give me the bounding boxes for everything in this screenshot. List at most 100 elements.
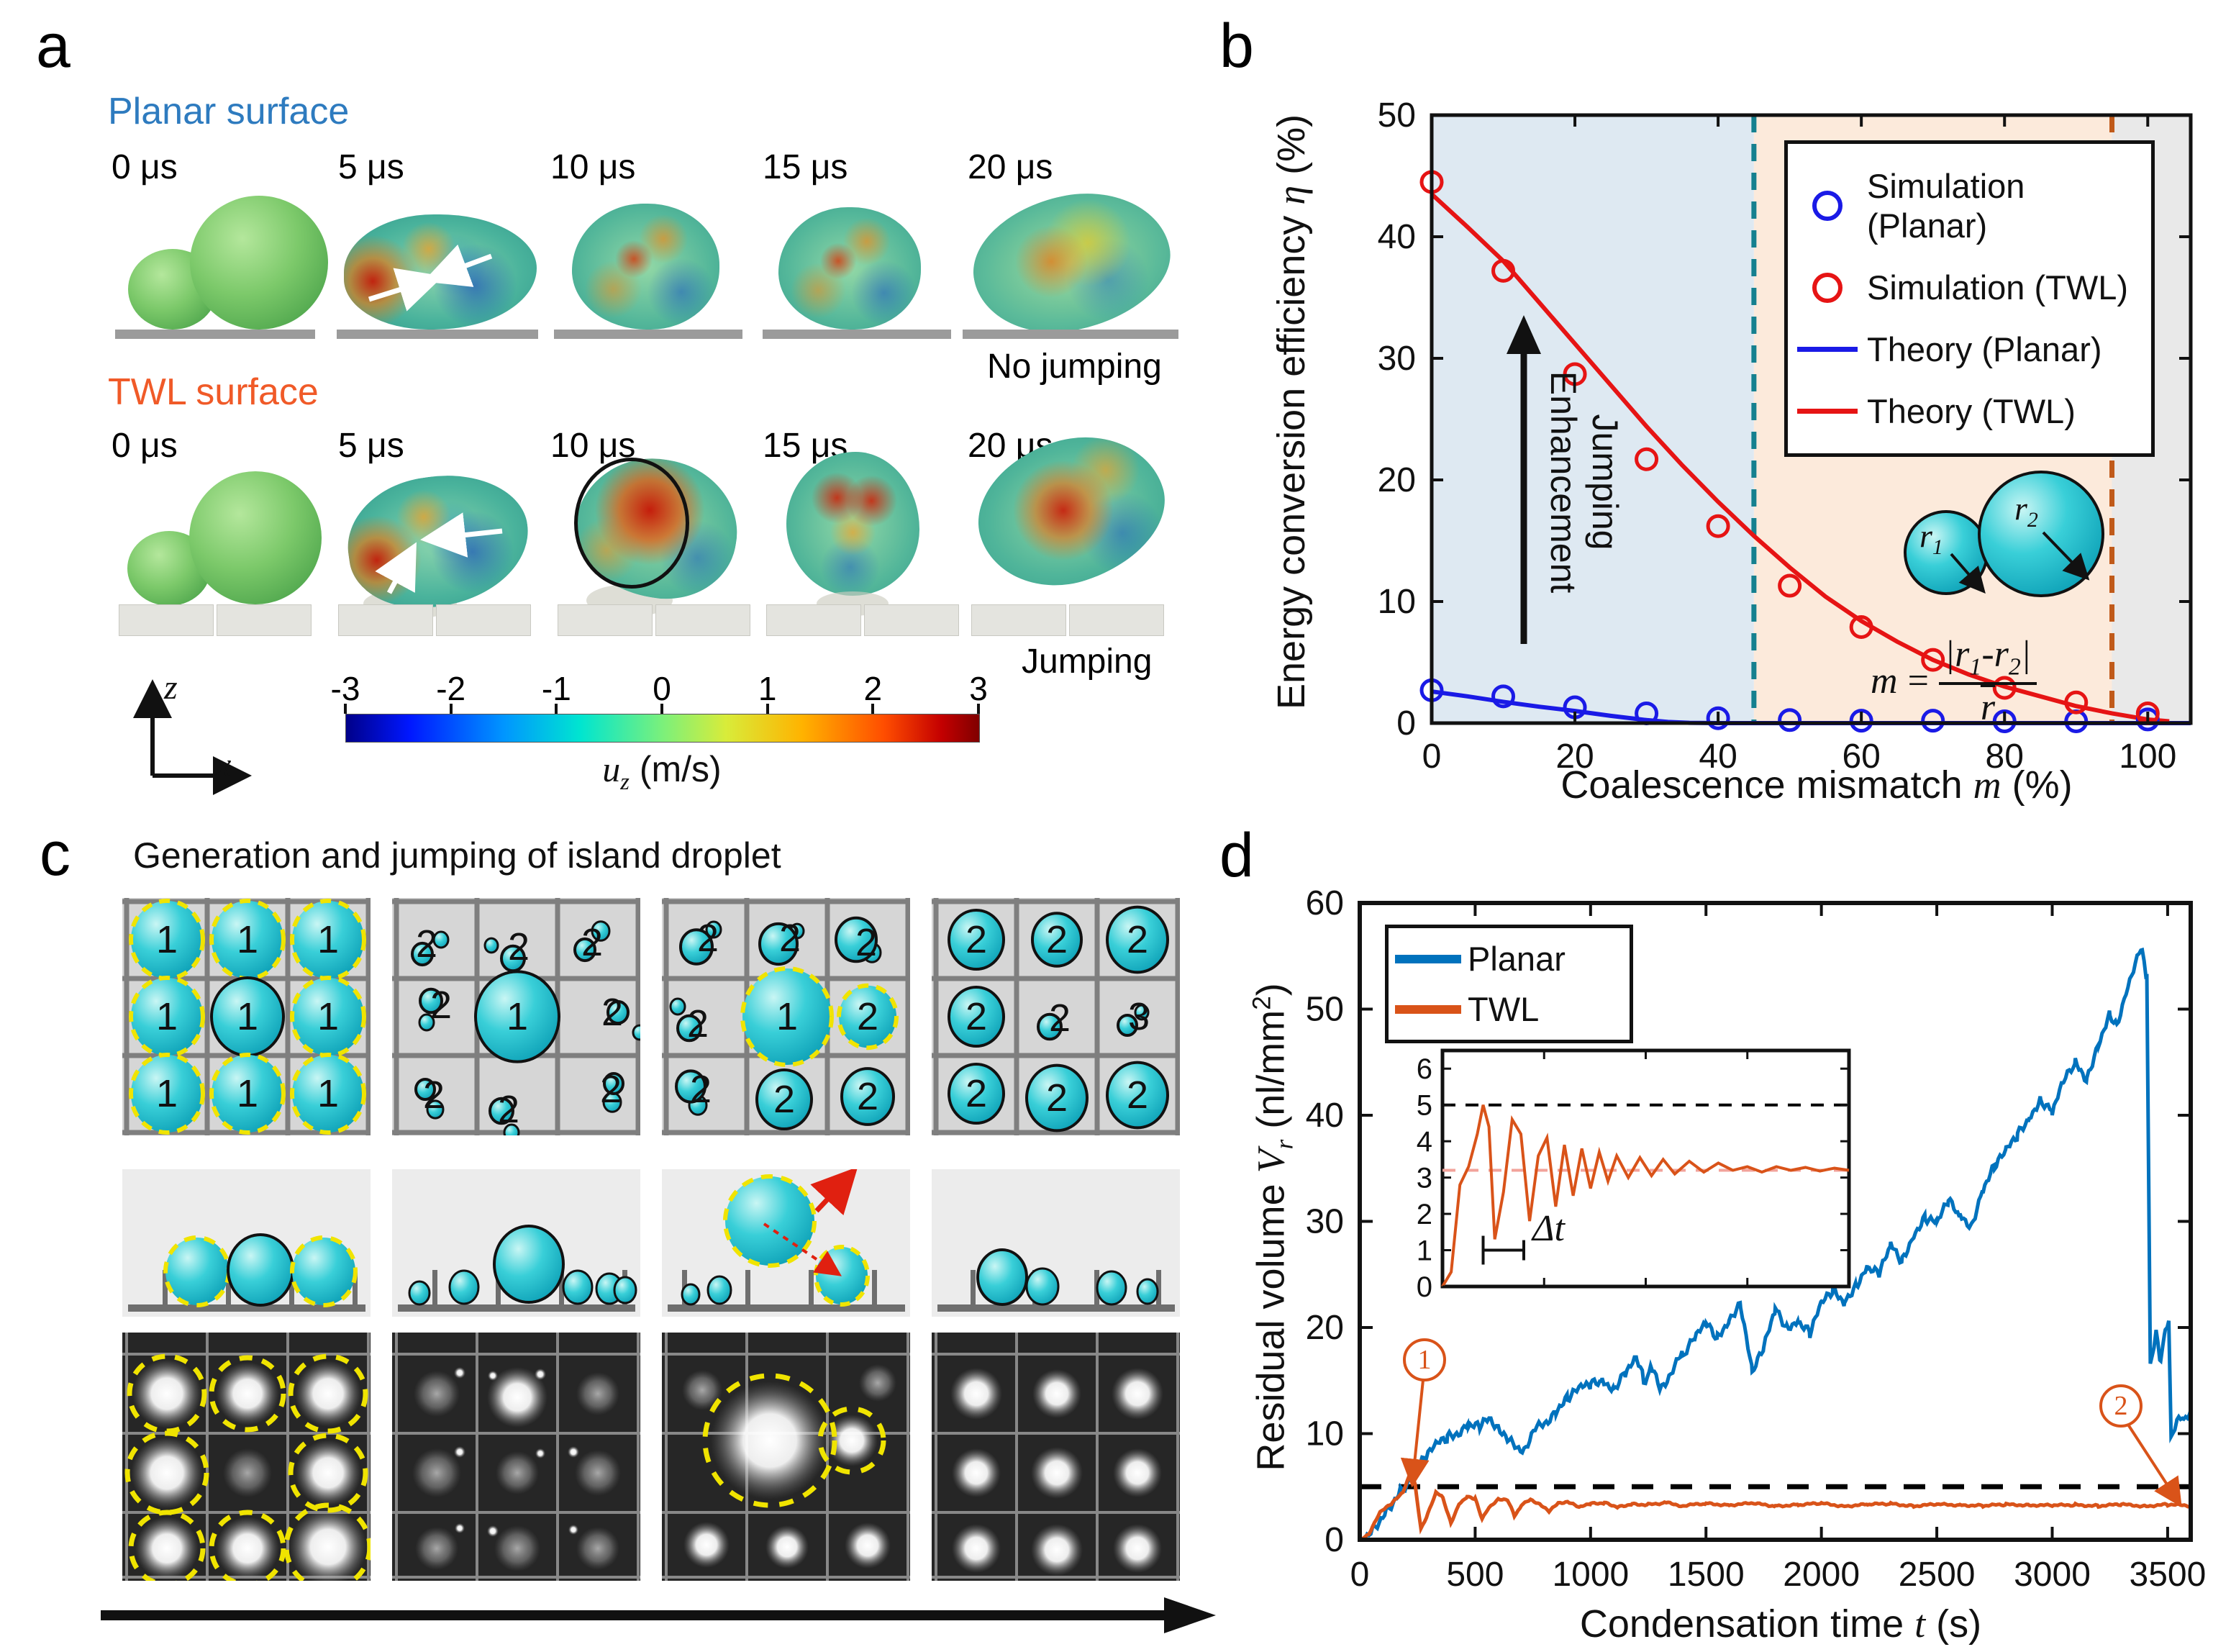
x-tick-label: 1500: [1668, 1556, 1745, 1594]
colorbar-tick: [555, 704, 558, 714]
colorbar-tick-label: -2: [436, 670, 466, 707]
droplet-sim-planar-10us: [572, 204, 719, 330]
event-marker-1: 1: [1403, 1338, 1446, 1381]
y-tick-label: 10: [1378, 583, 1416, 621]
droplet-number: 2: [1127, 918, 1148, 961]
annotation-line-2: [2127, 1423, 2182, 1507]
island-droplet: [948, 1062, 1005, 1125]
droplet-number: 2: [690, 1068, 712, 1111]
point-Simulation (Planar): [1778, 708, 1802, 732]
region: [1432, 115, 1754, 723]
legend-label: Theory (TWL): [1867, 392, 2076, 430]
inset-series: [1441, 1104, 1850, 1288]
colorbar-symbol-sub: z: [620, 769, 630, 795]
droplet-number: 1: [156, 995, 178, 1038]
series-Theory (TWL): [1430, 192, 2170, 724]
jumping-label: Jumping: [1022, 643, 1153, 681]
no-jumping-label: No jumping: [987, 348, 1162, 386]
y-tick-label: 50: [1306, 991, 1344, 1029]
colorbar-tick-label: -1: [541, 670, 571, 707]
droplet-number: 2: [965, 918, 987, 961]
legend-item-theory-planar: Theory (Planar): [1788, 330, 2151, 369]
droplet-number: 2: [1127, 1074, 1148, 1117]
inset-y-tick-label: 2: [1417, 1199, 1432, 1230]
sideview-frame-4: [932, 1169, 1180, 1317]
legend-item-planar: Planar: [1389, 939, 1630, 979]
point-Simulation (TWL): [1491, 258, 1516, 283]
time-label-planar-5us: 5 μs: [338, 148, 404, 186]
axis-z-label: z: [164, 668, 178, 707]
point-Simulation (TWL): [1563, 362, 1587, 386]
panel-c-letter: c: [40, 820, 71, 889]
time-label-planar-15us: 15 μs: [763, 148, 848, 186]
droplet-number: 1: [237, 995, 258, 1038]
island-droplet: [740, 966, 834, 1067]
x-tick-label: 20: [1555, 738, 1594, 776]
x-tick-label: 3000: [2014, 1556, 2091, 1594]
island-droplet: [676, 1014, 702, 1043]
microscopy-frame-2: [392, 1333, 640, 1581]
colorbar-units: (m/s): [629, 749, 722, 789]
twl-substrate-5a: [971, 604, 1066, 636]
chart-d-ylabel: Residual volume Vr (nl/mm2): [1248, 983, 1299, 1471]
x-tick-label: 80: [1986, 738, 2024, 776]
legend-label: Planar: [1468, 940, 1566, 978]
droplet-number: 1: [317, 918, 339, 961]
droplet-number: 1: [237, 1072, 258, 1115]
legend-item-sim-planar: Simulation (Planar): [1788, 166, 2151, 245]
island-grid-frame-1: 1 1 1 1 1 1 1 1 1: [122, 898, 371, 1135]
droplet-number: 1: [317, 1072, 339, 1115]
colorbar-tick-label: 1: [758, 670, 777, 707]
legend-label: Theory (Planar): [1867, 330, 2102, 368]
x-tick-label: 0: [1350, 1556, 1370, 1594]
island-grid-frame-3: 1 2 2 2 2 2 2 2 2: [662, 898, 910, 1135]
panel-b-letter: b: [1219, 12, 1254, 81]
droplet-number: 2: [773, 1078, 795, 1121]
island-droplet: [1106, 1061, 1169, 1130]
point-Simulation (Planar): [1491, 684, 1516, 709]
panel-c-title: Generation and jumping of island droplet: [133, 835, 781, 876]
island-droplet: [411, 941, 434, 967]
droplet-number: 1: [506, 995, 528, 1038]
droplet-number: 2: [581, 921, 603, 964]
droplet-green-large-twl: [189, 471, 322, 604]
droplet-number: 2: [430, 984, 452, 1027]
sideview-frame-2: [392, 1169, 640, 1317]
twl-substrate-4b: [864, 604, 959, 636]
island-droplet: [474, 970, 560, 1063]
island-grid-frame-4: 2 2 2 2 2 3 2 2 2: [932, 898, 1180, 1135]
time-arrow-icon: [101, 1597, 1216, 1633]
droplet-number: 2: [855, 921, 877, 964]
island-droplet: [948, 985, 1005, 1048]
droplet-number: 2: [498, 1088, 519, 1131]
twl-substrate-5b: [1069, 604, 1164, 636]
microscopy-frame-1: [122, 1333, 371, 1581]
sim-planar-marker-icon: [1788, 191, 1867, 221]
x-tick-label: 40: [1699, 738, 1737, 776]
island-droplet: [758, 922, 799, 966]
point-Simulation (TWL): [1778, 573, 1802, 598]
droplet-sim-planar-15us: [778, 207, 921, 330]
island-droplet: [948, 908, 1005, 971]
microscopy-frame-3: [662, 1333, 910, 1581]
residual-volume-chart: 0 500 1000 1500 2000 2500 3000 3500010203040506…: [1306, 884, 2207, 1594]
island-grid-frame-2: 1 2 2 2 2 2 2 2 2: [392, 898, 640, 1135]
enhancement-arrow-icon: [1507, 315, 1541, 644]
island-droplet: [1031, 912, 1083, 968]
axis-x-label: x: [216, 746, 232, 784]
planar-substrate-4: [763, 330, 951, 339]
island-droplet: [414, 1077, 436, 1102]
y-tick-label: 40: [1378, 218, 1416, 256]
r2-label: r2: [2014, 490, 2038, 532]
time-label-planar-10us: 10 μs: [550, 148, 636, 186]
x-tick-label: 2000: [1783, 1556, 1860, 1594]
chart-b-xlabel: Coalescence mismatch m (%): [1560, 763, 2073, 807]
legend-item-twl: TWL: [1389, 989, 1630, 1029]
droplet-green-large-planar: [190, 196, 328, 330]
legend-label: Simulation (Planar): [1867, 167, 2025, 245]
panel-a-letter: a: [36, 12, 71, 81]
legend-item-theory-twl: Theory (TWL): [1788, 391, 2151, 431]
droplet-number: 1: [156, 1072, 178, 1115]
y-tick-label: 0: [1324, 1521, 1344, 1559]
coordinate-axes: [133, 679, 252, 795]
